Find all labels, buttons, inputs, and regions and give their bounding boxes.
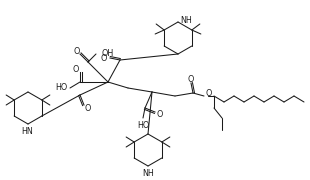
Text: O: O <box>205 89 211 98</box>
Text: HN: HN <box>21 127 33 136</box>
Text: O: O <box>74 46 80 55</box>
Text: NH: NH <box>142 168 154 177</box>
Text: O: O <box>101 53 107 62</box>
Text: O: O <box>157 109 163 118</box>
Text: O: O <box>188 75 194 84</box>
Text: O: O <box>73 64 79 73</box>
Text: OH: OH <box>101 48 113 57</box>
Text: O: O <box>85 103 91 112</box>
Text: HO: HO <box>56 82 68 91</box>
Text: NH: NH <box>180 15 192 24</box>
Text: HO: HO <box>137 120 149 129</box>
